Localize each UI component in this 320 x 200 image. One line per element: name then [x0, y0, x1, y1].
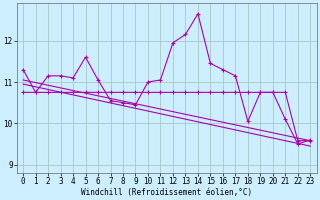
X-axis label: Windchill (Refroidissement éolien,°C): Windchill (Refroidissement éolien,°C) [81, 188, 252, 197]
